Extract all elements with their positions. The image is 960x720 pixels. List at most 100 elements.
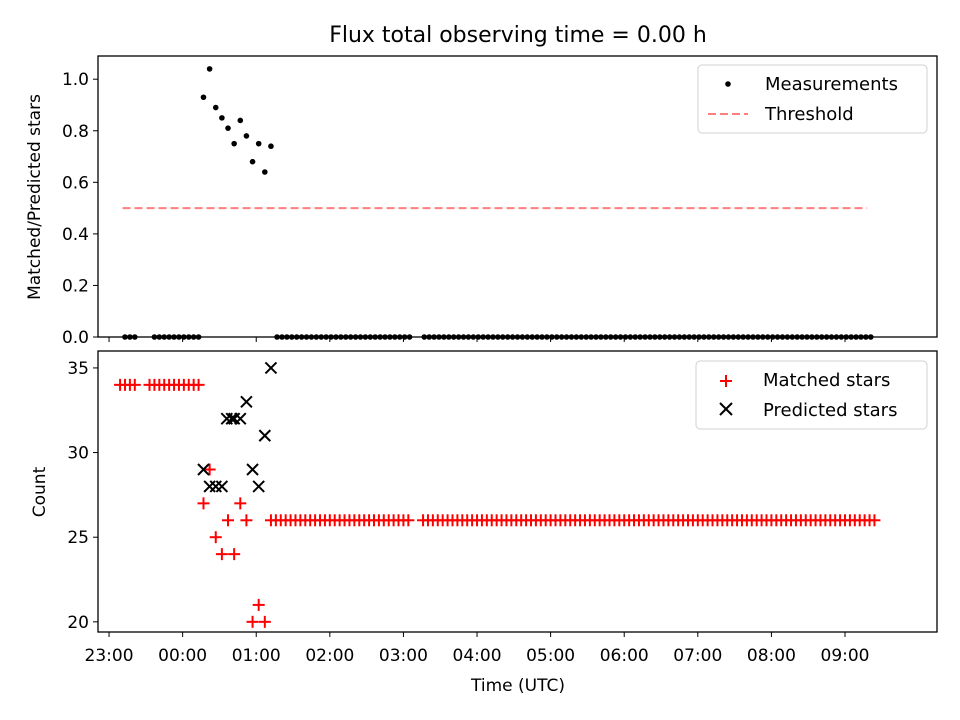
measurement-point	[268, 143, 274, 150]
predicted-star-b	[258, 429, 272, 442]
matched-star-point	[228, 548, 241, 561]
measurement-point	[206, 66, 213, 72]
bottom-y-axis-label: Count	[30, 466, 50, 517]
measurement-point	[480, 334, 486, 340]
measurement-point	[676, 334, 683, 340]
measurement-point	[804, 334, 810, 340]
measurement-point	[534, 334, 540, 340]
bottom-x-axis: 23:00 00:00 01:00 02:00 03:00 04:00 05:00 06:00…	[85, 632, 870, 666]
measurement-point	[568, 334, 575, 340]
matched-star-point	[215, 548, 228, 561]
measurement-point	[460, 334, 467, 340]
measurement-point	[617, 334, 624, 340]
measurement-point	[151, 334, 158, 340]
x-tick-label: 07:00	[673, 646, 722, 666]
measurement-point	[347, 334, 354, 340]
matched-star-point	[234, 497, 247, 510]
measurement-point	[681, 334, 688, 340]
top-y-tick-label: 0.4	[62, 225, 89, 245]
measurement-point	[642, 334, 648, 340]
measurement-point	[588, 334, 594, 340]
top-y-tick-label: 0.8	[62, 122, 89, 142]
measurement-point	[279, 334, 285, 340]
matched-star-point	[128, 378, 141, 391]
measurement-point	[661, 334, 668, 340]
measurement-point	[195, 334, 202, 340]
measurement-point	[465, 334, 472, 340]
measurement-point	[436, 334, 442, 340]
predicted-star-b	[215, 480, 229, 493]
measurement-point	[823, 334, 830, 340]
measurement-point	[156, 334, 163, 340]
x-tick-label: 08:00	[747, 646, 796, 666]
measurement-point	[838, 334, 845, 340]
measurement-point	[863, 334, 869, 340]
top-y-tick-label: 0.6	[62, 173, 89, 193]
measurement-point	[809, 334, 815, 340]
measurement-point	[750, 334, 756, 340]
bottom-y-tick-label: 20	[67, 613, 89, 633]
measurement-point	[833, 334, 840, 340]
measurement-point	[725, 334, 732, 340]
x-tick-label: 01:00	[232, 646, 281, 666]
measurement-point	[219, 115, 225, 121]
measurement-point	[323, 334, 329, 340]
measurement-point	[740, 334, 746, 340]
measurement-point	[652, 334, 658, 340]
measurement-point	[396, 334, 403, 340]
measurement-point	[607, 334, 614, 340]
measurement-point	[401, 334, 408, 340]
measurement-point	[470, 334, 477, 340]
predicted-star-b	[264, 361, 278, 375]
measurement-point	[237, 117, 244, 124]
measurement-point	[603, 334, 609, 340]
predicted-star-b	[252, 480, 265, 493]
measurement-point	[406, 334, 413, 340]
measurement-point	[583, 334, 589, 340]
measurement-point	[318, 334, 325, 340]
legend-threshold-label: Threshold	[764, 104, 854, 125]
measurement-point	[784, 334, 791, 340]
measurement-point	[627, 334, 634, 340]
measurement-point	[632, 334, 639, 340]
measurement-point	[612, 334, 619, 340]
measurement-point	[166, 334, 172, 340]
measurement-point	[563, 334, 570, 340]
predicted-star-point	[246, 463, 259, 476]
measurement-point	[231, 140, 237, 147]
measurement-point	[544, 334, 550, 340]
bottom-panel: 20 25 30 35 23:00 00:00 01:00 02:00 03:00 04:00 0…	[30, 350, 938, 696]
measurement-point	[745, 334, 751, 340]
measurement-point	[181, 334, 187, 340]
measurement-point	[372, 334, 379, 340]
measurement-point	[308, 334, 315, 340]
predicted-star-b	[234, 412, 247, 425]
measurement-point	[475, 334, 482, 340]
measurement-point	[455, 334, 462, 340]
measurement-point	[529, 334, 536, 340]
measurement-point	[504, 334, 511, 340]
measurement-point	[499, 334, 506, 340]
x-tick-label: 06:00	[600, 646, 649, 666]
measurement-point	[549, 334, 555, 340]
measurement-point	[828, 334, 835, 340]
measurement-point	[495, 334, 501, 340]
legend-predicted-label: Predicted stars	[763, 400, 897, 421]
measurement-point	[450, 334, 457, 340]
top-y-axis-label: Matched/Predicted stars	[25, 94, 45, 300]
bottom-legend: Matched stars Predicted stars	[695, 360, 928, 430]
x-tick-label: 05:00	[526, 646, 575, 666]
measurement-point	[755, 334, 761, 340]
predicted-star-b	[246, 463, 259, 476]
predicted-star-point	[209, 480, 222, 493]
measurement-point	[200, 94, 207, 101]
matched-star-point	[197, 497, 210, 510]
measurement-point	[769, 334, 776, 340]
predicted-star-point	[258, 429, 272, 442]
predicted-star-point	[215, 480, 229, 493]
measurement-point	[774, 334, 781, 340]
measurement-point	[730, 334, 737, 340]
predicted-star-point	[264, 361, 278, 375]
measurement-point	[843, 334, 850, 340]
measurement-point	[720, 334, 727, 340]
